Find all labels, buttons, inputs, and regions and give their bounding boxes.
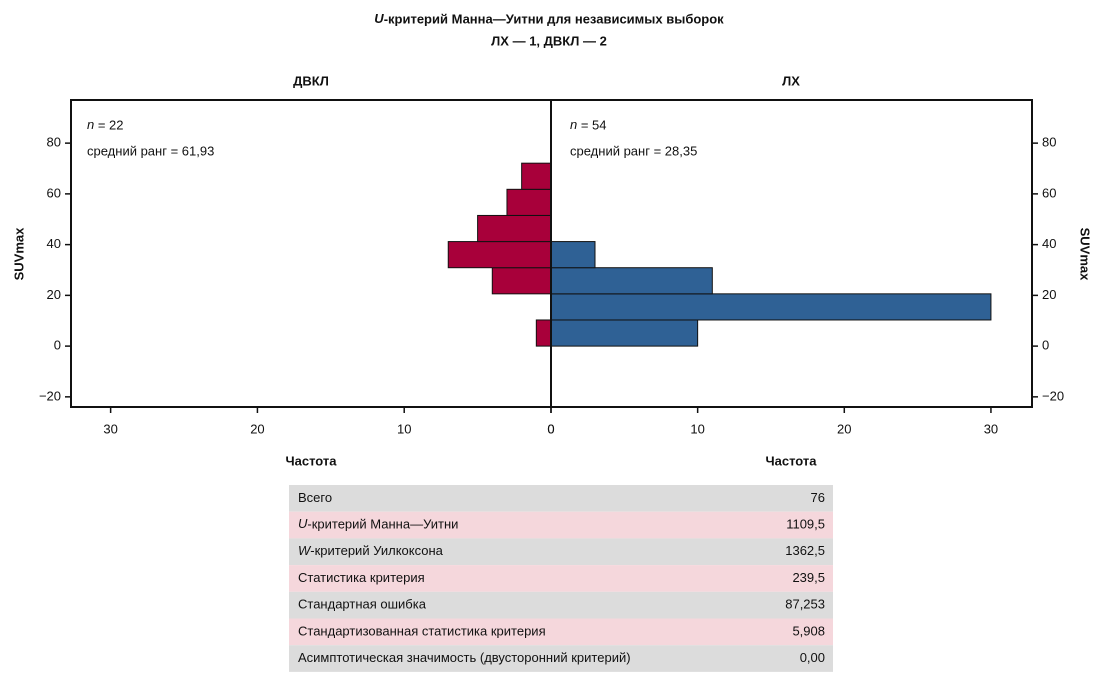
table-label: Статистика критерия: [298, 570, 425, 585]
x-tick-label: 30: [984, 421, 998, 436]
y-tick-label: 0: [1042, 338, 1049, 353]
x-tick-label: 20: [250, 421, 264, 436]
bar: [477, 214, 552, 243]
y-tick-label: 80: [47, 135, 61, 150]
x-axis-label: Частота: [765, 453, 817, 468]
y-tick-label: 40: [1042, 236, 1056, 251]
bar: [506, 188, 552, 216]
chart-title: U-критерий Манна—Уитни для независимых в…: [374, 11, 724, 26]
table-row: [289, 511, 833, 539]
y-tick-label: 60: [1042, 185, 1056, 200]
table-label: W-критерий Уилкоксона: [298, 543, 444, 558]
table-value: 5,908: [792, 623, 825, 638]
x-axis-label: Частота: [285, 453, 337, 468]
table-row: [289, 618, 833, 646]
x-tick-label: 0: [547, 421, 554, 436]
bar: [491, 267, 552, 295]
annotation: средний ранг = 28,35: [570, 143, 697, 158]
panel-title: ЛХ: [782, 73, 800, 88]
y-tick-label: 60: [47, 185, 61, 200]
table-row: [289, 645, 833, 672]
table-row: [289, 591, 833, 619]
table-value: 76: [811, 490, 825, 505]
annotation: n = 54: [570, 117, 607, 132]
table-value: 1109,5: [786, 516, 825, 531]
y-tick-label: 40: [47, 236, 61, 251]
y-tick-label: −20: [1042, 388, 1064, 403]
x-tick-label: 20: [837, 421, 851, 436]
y-tick-label: 20: [1042, 287, 1056, 302]
bar: [535, 319, 552, 347]
table-value: 0,00: [800, 650, 825, 665]
table-label: Стандартная ошибка: [298, 597, 427, 612]
table-label: Стандартизованная статистика критерия: [298, 623, 546, 638]
annotation: средний ранг = 61,93: [87, 143, 214, 158]
bar: [550, 267, 713, 295]
table-label: Всего: [298, 490, 332, 505]
y-tick-label: −20: [39, 388, 61, 403]
panel-title: ДВКЛ: [293, 73, 329, 88]
x-tick-label: 30: [103, 421, 117, 436]
table-row: [289, 485, 833, 512]
table-label: Асимптотическая значимость (двусторонний…: [298, 650, 631, 665]
bar: [521, 162, 552, 190]
table-value: 1362,5: [785, 543, 825, 558]
x-tick-label: 10: [690, 421, 704, 436]
bar: [550, 319, 699, 347]
chart-subtitle: ЛХ — 1, ДВКЛ — 2: [491, 33, 607, 48]
x-tick-label: 0: [547, 421, 554, 436]
table-label: U-критерий Манна—Уитни: [298, 516, 458, 531]
y-tick-label: 0: [54, 338, 61, 353]
table-value: 87,253: [785, 597, 825, 612]
y-tick-label: 80: [1042, 135, 1056, 150]
y-axis-label: SUVmax: [11, 227, 26, 281]
y-axis-label: SUVmax: [1078, 228, 1093, 282]
annotation: n = 22: [87, 117, 124, 132]
table-value: 239,5: [792, 570, 825, 585]
table-row: [289, 565, 833, 592]
x-tick-label: 10: [397, 421, 411, 436]
bar: [550, 293, 992, 321]
bar: [550, 241, 596, 269]
y-tick-label: 20: [47, 287, 61, 302]
table-row: [289, 538, 833, 566]
bar: [447, 241, 552, 269]
